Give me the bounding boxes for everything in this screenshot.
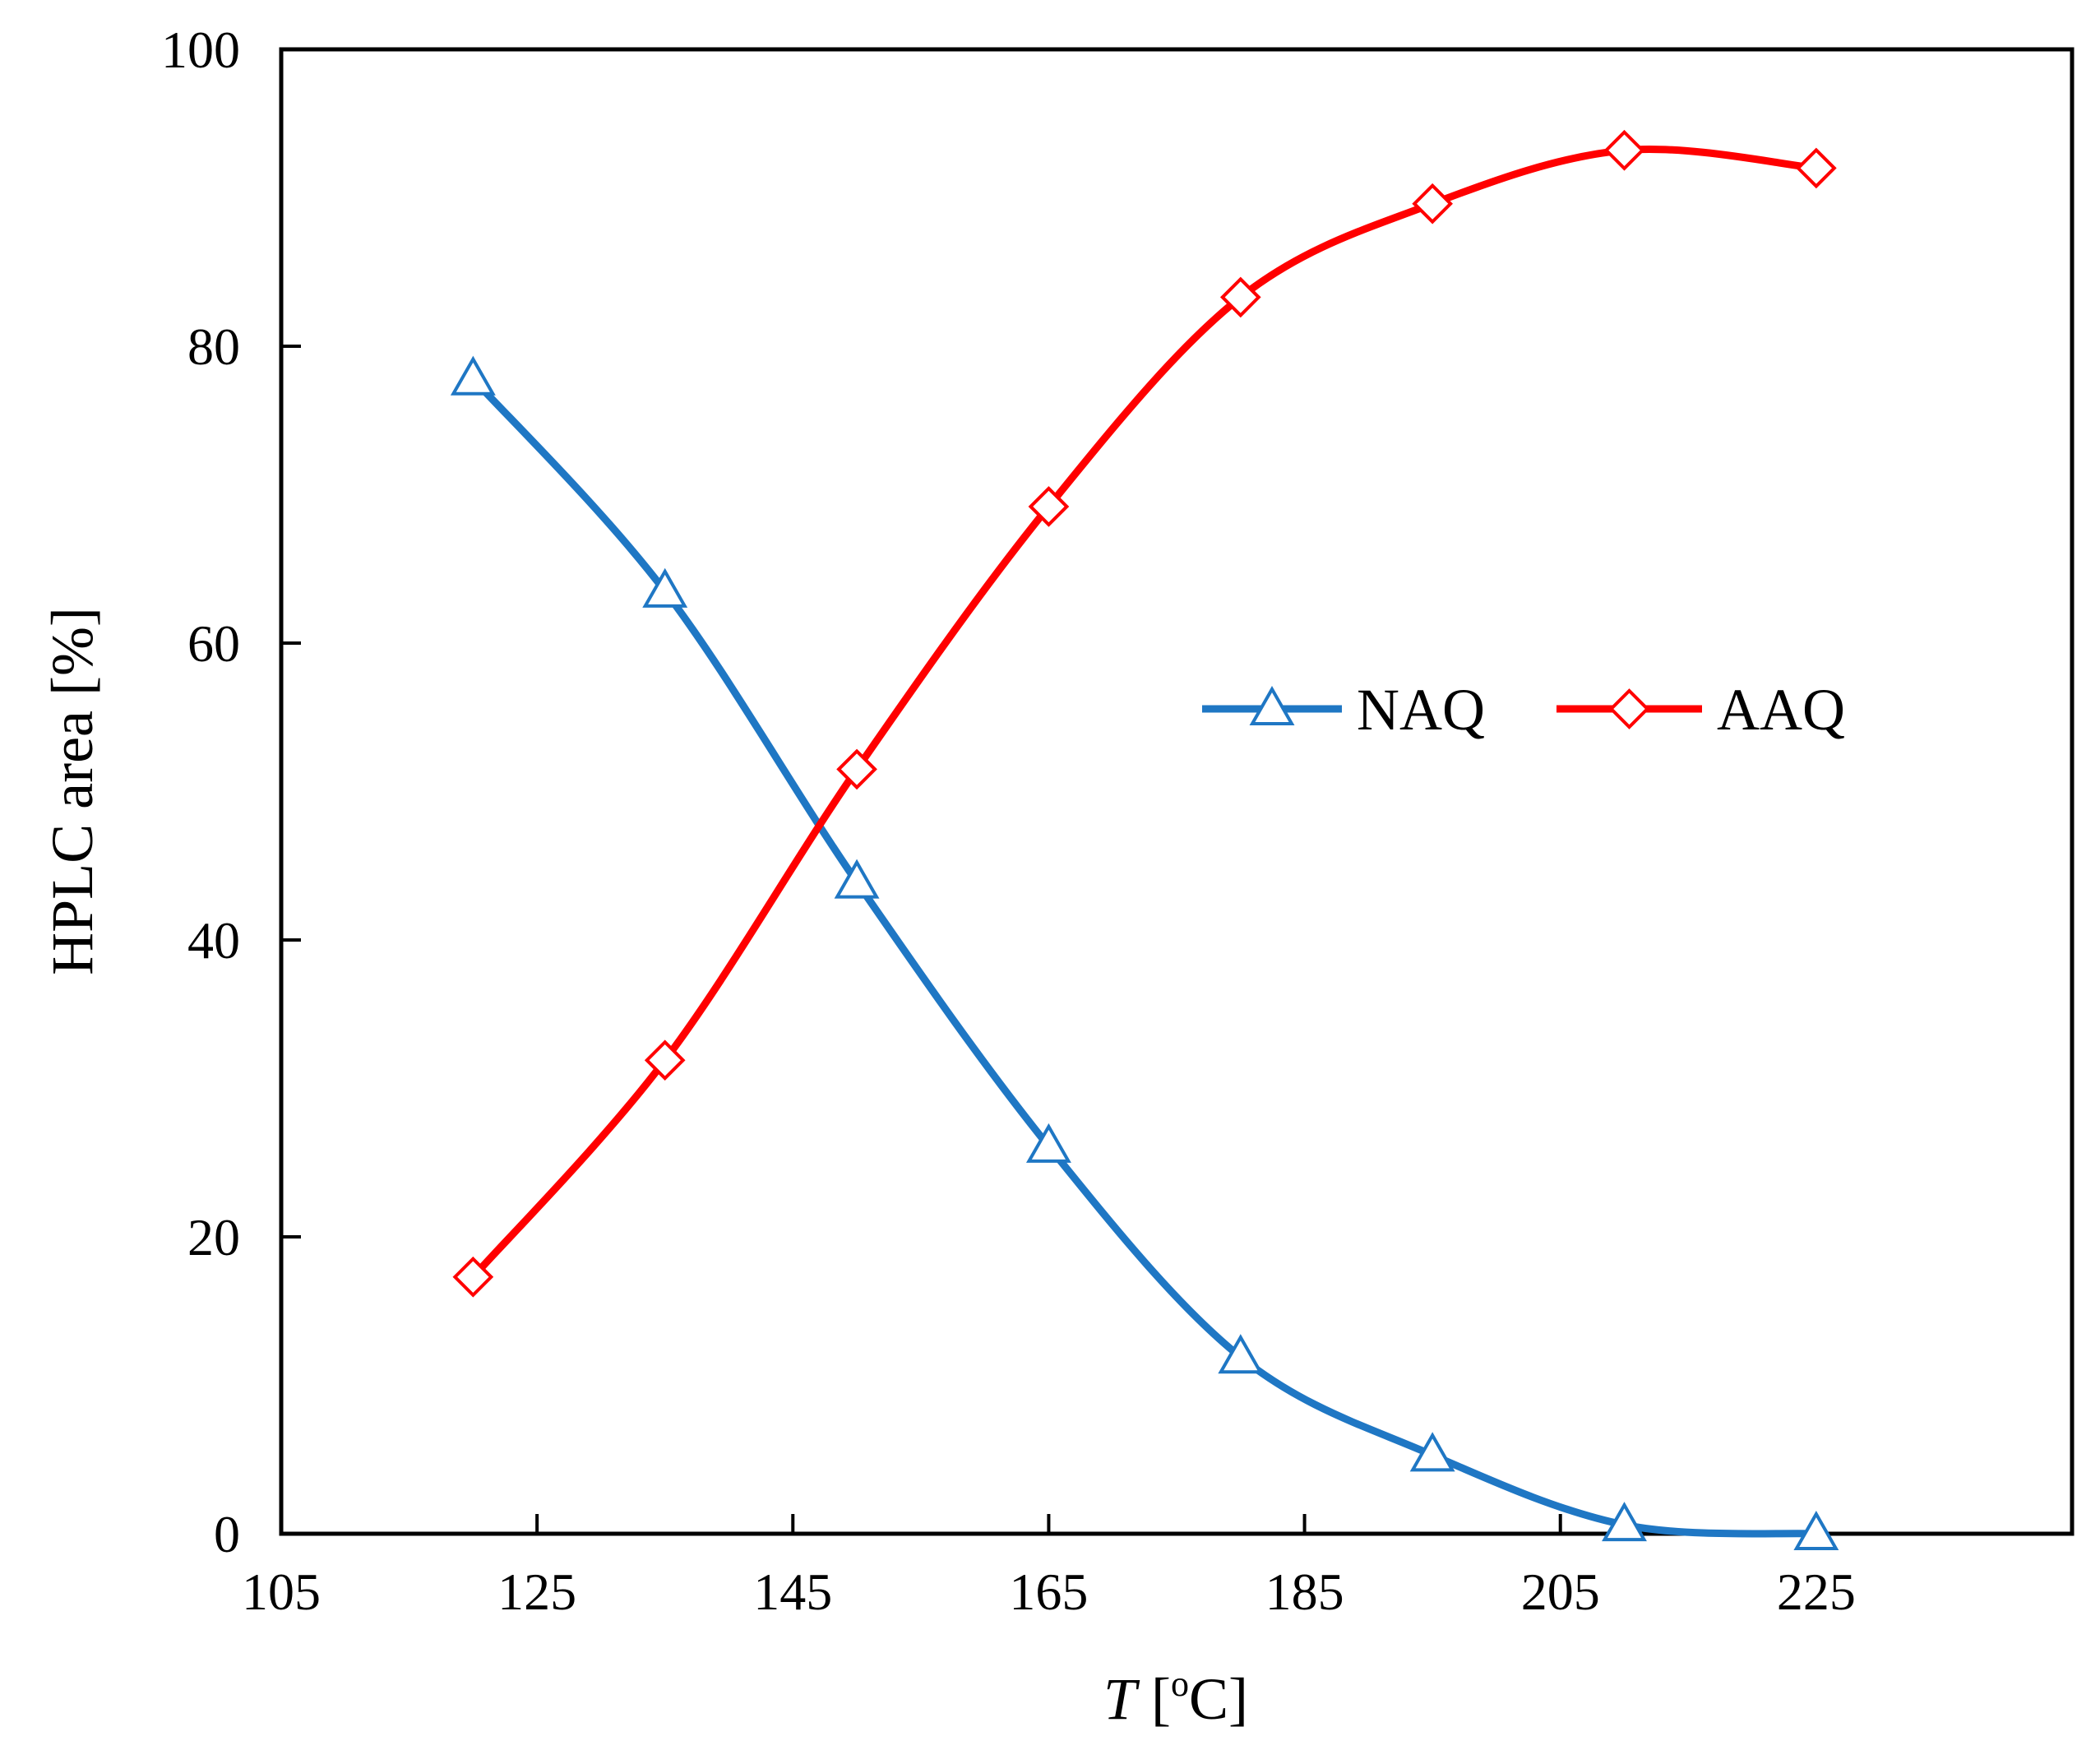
series-layer <box>450 129 1839 1550</box>
y-tick-label: 40 <box>187 911 240 970</box>
x-axis-variable: T <box>1103 1666 1140 1732</box>
x-axis-unit-degree: o <box>1171 1664 1189 1704</box>
series-line-aaq <box>469 145 1820 1281</box>
legend: NAQ AAQ <box>1202 677 1845 743</box>
x-tick-label: 165 <box>1009 1563 1088 1621</box>
y-tick-label: 80 <box>187 317 240 376</box>
x-tick-label: 125 <box>497 1563 576 1621</box>
data-point-aaq <box>1603 129 1645 171</box>
data-point-naq <box>1793 1510 1839 1550</box>
legend-marker-naq <box>1249 685 1295 725</box>
x-tick-label: 185 <box>1265 1563 1344 1621</box>
legend-label-aaq: AAQ <box>1717 677 1845 743</box>
x-axis-unit-rest: C] <box>1189 1666 1248 1732</box>
y-axis-title: HPLC area [%] <box>39 607 105 975</box>
legend-entry-aaq: AAQ <box>1556 677 1845 743</box>
data-point-naq <box>1218 1334 1264 1374</box>
data-point-aaq <box>452 1256 494 1298</box>
x-axis-title: T [oC] <box>1103 1664 1248 1732</box>
data-point-aaq <box>644 1039 686 1081</box>
x-axis-ticks: 105 125 145 165 185 205 225 <box>242 1514 1856 1621</box>
data-point-aaq <box>1412 183 1453 225</box>
series-line-naq <box>469 375 1820 1538</box>
data-point-naq <box>450 355 496 396</box>
series-naq <box>450 355 1839 1550</box>
y-tick-label: 20 <box>187 1208 240 1266</box>
x-axis-unit-open: [ <box>1136 1666 1171 1732</box>
data-point-naq <box>1025 1123 1071 1163</box>
y-axis-ticks: 0 20 40 60 80 100 <box>161 21 301 1563</box>
data-point-naq <box>642 567 688 608</box>
legend-label-naq: NAQ <box>1357 677 1485 743</box>
data-point-aaq <box>1796 147 1837 189</box>
data-point-naq <box>1409 1432 1455 1472</box>
data-point-aaq <box>836 748 877 790</box>
plot-frame <box>279 47 2075 1536</box>
y-tick-label: 100 <box>161 21 240 79</box>
x-tick-label: 205 <box>1521 1563 1600 1621</box>
y-tick-label: 60 <box>187 614 240 673</box>
series-aaq <box>452 129 1837 1298</box>
legend-entry-naq: NAQ <box>1202 677 1485 743</box>
x-tick-label: 145 <box>753 1563 832 1621</box>
y-tick-label: 0 <box>214 1505 240 1563</box>
data-point-aaq <box>1219 276 1261 318</box>
x-tick-label: 105 <box>242 1563 321 1621</box>
x-tick-label: 225 <box>1777 1563 1856 1621</box>
data-point-aaq <box>1028 486 1070 527</box>
legend-marker-aaq <box>1608 688 1650 729</box>
data-point-naq <box>1602 1502 1647 1542</box>
data-point-naq <box>834 859 880 899</box>
